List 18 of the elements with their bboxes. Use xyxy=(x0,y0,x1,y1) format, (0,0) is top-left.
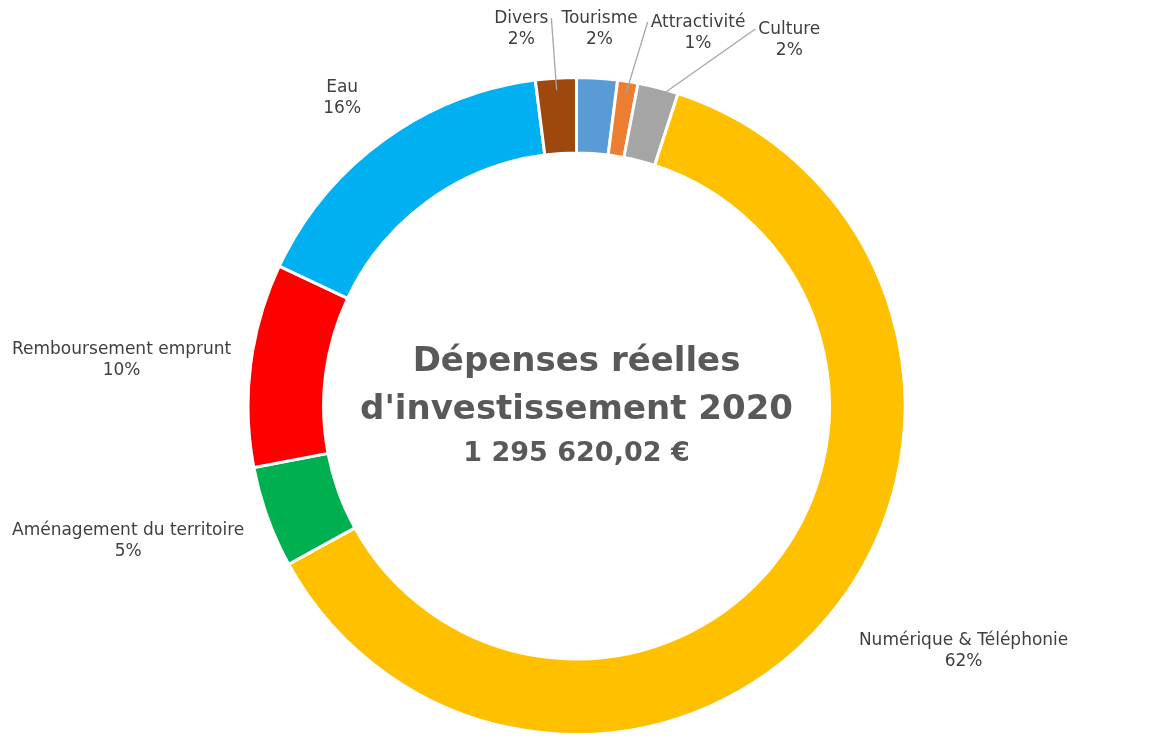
slice-label: Divers xyxy=(494,7,549,28)
slice-label: Tourisme xyxy=(560,7,638,28)
data-label: 2% xyxy=(586,28,613,49)
data-label: 62% xyxy=(944,649,983,670)
data-label: 2% xyxy=(507,28,535,49)
slice-label: Eau xyxy=(326,76,359,97)
slice-label: Aménagement du territoire xyxy=(11,519,245,540)
data-label: 2% xyxy=(775,38,803,59)
slice-label: Attractivité xyxy=(650,10,746,31)
slice-label: Culture xyxy=(758,17,821,38)
slice-label: Numérique & Téléphonie xyxy=(858,628,1069,649)
text: Dépenses réelles d'investissement 2020 xyxy=(360,338,793,427)
slice-label: Remboursement emprunt xyxy=(12,337,232,358)
data-label: 5% xyxy=(114,540,142,561)
text: 1 295 620,02 € xyxy=(463,436,690,468)
data-label: 16% xyxy=(323,97,362,118)
data-label: 1% xyxy=(684,31,712,52)
data-label: 10% xyxy=(102,358,141,379)
